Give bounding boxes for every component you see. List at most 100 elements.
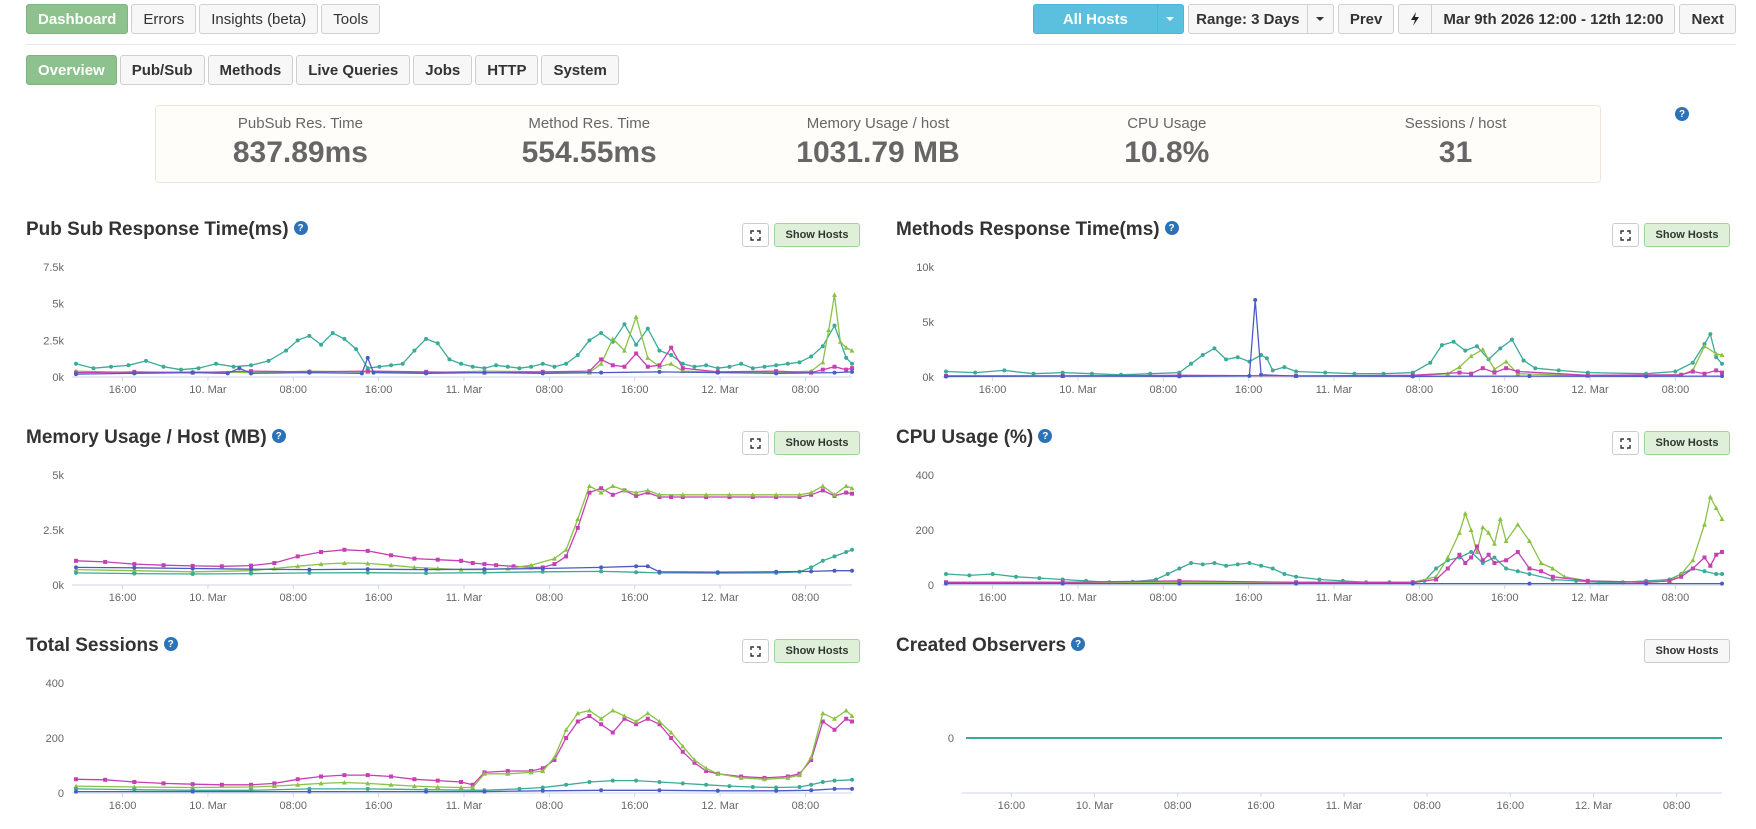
panel-title: CPU Usage (%)?: [896, 427, 1053, 449]
help-icon[interactable]: ?: [271, 429, 286, 443]
expand-button[interactable]: [1612, 223, 1639, 247]
data-point: [1462, 511, 1468, 516]
x-tick-label: 11. Mar: [446, 592, 483, 604]
data-point: [1445, 566, 1450, 571]
data-point: [459, 780, 464, 784]
expand-button[interactable]: [742, 431, 769, 455]
data-point: [633, 490, 639, 495]
data-point: [844, 367, 849, 372]
stat-pubsub: PubSub Res. Time 837.89ms: [156, 106, 445, 182]
x-tick-label: 08:00: [1406, 592, 1434, 604]
hosts-dropdown-toggle[interactable]: [1157, 4, 1184, 34]
panel-title: Methods Response Time(ms)?: [896, 219, 1179, 241]
y-tick-label: 0k: [52, 372, 64, 384]
tab-http[interactable]: HTTP: [475, 55, 539, 85]
tab-insights[interactable]: Insights (beta): [199, 4, 319, 34]
data-point: [1456, 364, 1462, 370]
series-line-2: [946, 544, 1723, 583]
data-point: [715, 771, 721, 776]
y-tick-label: 2.5k: [43, 335, 64, 347]
range-dropdown-toggle[interactable]: [1307, 4, 1334, 34]
data-point: [249, 571, 254, 576]
tab-overview[interactable]: Overview: [26, 55, 117, 85]
lightning-icon: [1411, 12, 1420, 26]
data-point: [598, 361, 604, 366]
data-point: [1720, 374, 1724, 379]
data-point: [797, 784, 802, 789]
show-hosts-button[interactable]: Show Hosts: [774, 639, 860, 663]
series-line-0: [75, 715, 853, 786]
expand-button[interactable]: [742, 639, 769, 663]
data-point: [389, 553, 394, 558]
data-point: [610, 730, 615, 735]
data-point: [587, 780, 592, 784]
y-tick-label: 0: [58, 788, 64, 800]
data-point: [657, 369, 662, 374]
panel-pubsub: Pub Sub Response Time(ms)? Show Hosts 0k…: [26, 219, 860, 409]
data-point: [575, 525, 580, 530]
expand-button[interactable]: [742, 223, 769, 247]
data-point: [103, 777, 108, 782]
y-tick-label: 10k: [916, 262, 934, 274]
live-button[interactable]: [1398, 4, 1433, 34]
show-hosts-button[interactable]: Show Hosts: [774, 431, 860, 455]
show-hosts-button[interactable]: Show Hosts: [1644, 223, 1730, 247]
data-point: [1713, 505, 1719, 510]
data-point: [248, 784, 254, 789]
series-line-1: [946, 495, 1723, 583]
data-point: [424, 567, 429, 572]
prev-button[interactable]: Prev: [1337, 4, 1395, 34]
help-icon[interactable]: ?: [1038, 429, 1053, 443]
data-point: [832, 370, 837, 375]
expand-button[interactable]: [1612, 431, 1639, 455]
data-point: [704, 769, 709, 773]
all-hosts-button[interactable]: All Hosts: [1032, 4, 1158, 34]
stat-cpu: CPU Usage 10.8%: [1022, 106, 1311, 182]
tab-tools[interactable]: Tools: [321, 4, 381, 34]
data-point: [599, 331, 604, 335]
date-range-display[interactable]: Mar 9th 2026 12:00 - 12th 12:00: [1432, 4, 1676, 34]
data-point: [1719, 352, 1725, 357]
data-point: [587, 369, 592, 374]
data-point: [1200, 562, 1205, 567]
series-line-0: [75, 322, 853, 371]
show-hosts-button[interactable]: Show Hosts: [1644, 639, 1730, 663]
x-tick-label: 08:00: [1150, 592, 1178, 604]
tab-jobs[interactable]: Jobs: [413, 55, 473, 85]
tab-methods[interactable]: Methods: [207, 55, 294, 85]
next-button[interactable]: Next: [1679, 4, 1736, 34]
tab-pubsub[interactable]: Pub/Sub: [119, 55, 205, 85]
data-point: [669, 345, 674, 350]
help-icon[interactable]: ?: [293, 221, 308, 235]
data-point: [1702, 371, 1707, 376]
chart-memory: 0k 2.5k 5k 16:00 10. Mar 08:00 16:00 11. Mar 08:…: [43, 470, 855, 604]
tab-dashboard[interactable]: Dashboard: [26, 4, 129, 34]
x-tick-label: 08:00: [792, 384, 820, 396]
data-point: [703, 492, 709, 497]
tab-system[interactable]: System: [541, 55, 619, 85]
tab-errors[interactable]: Errors: [131, 4, 197, 34]
data-point: [1708, 332, 1713, 337]
x-tick-label: 08:00: [1662, 384, 1690, 396]
help-icon[interactable]: ?: [1164, 221, 1179, 235]
x-tick-label: 12. Mar: [701, 384, 739, 396]
data-point: [341, 560, 347, 565]
data-point: [511, 564, 516, 569]
help-icon[interactable]: ?: [1675, 107, 1689, 121]
show-hosts-button[interactable]: Show Hosts: [1644, 431, 1730, 455]
data-point: [1527, 374, 1532, 379]
data-point: [249, 563, 254, 568]
data-point: [645, 487, 651, 493]
data-point: [727, 364, 732, 369]
chevron-down-icon: [1316, 17, 1325, 21]
tab-live-queries[interactable]: Live Queries: [296, 55, 411, 85]
data-point: [727, 495, 732, 499]
range-button[interactable]: Range: 3 Days: [1187, 4, 1308, 34]
show-hosts-button[interactable]: Show Hosts: [774, 223, 860, 247]
help-icon[interactable]: ?: [163, 637, 178, 651]
data-point: [657, 788, 662, 793]
data-point: [74, 777, 78, 782]
data-point: [1468, 527, 1474, 532]
data-point: [1410, 581, 1415, 586]
help-icon[interactable]: ?: [1071, 637, 1086, 651]
